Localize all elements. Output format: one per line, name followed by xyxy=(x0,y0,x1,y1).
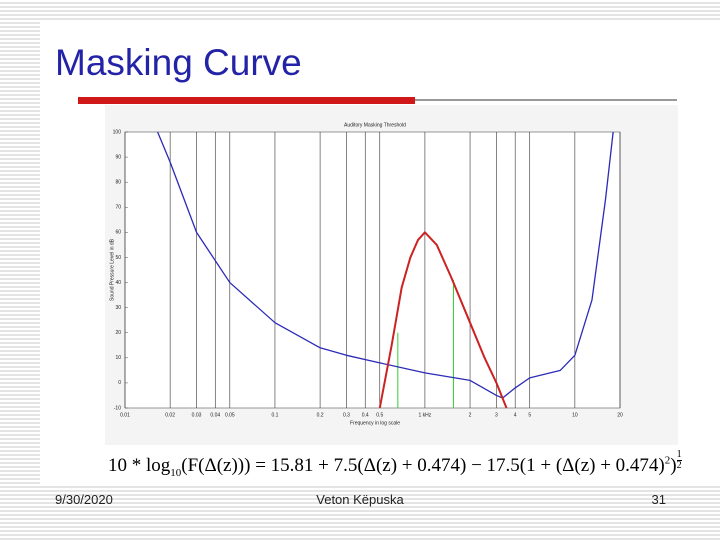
x-tick-label: 0.02 xyxy=(165,412,175,418)
y-tick-label: 30 xyxy=(115,305,121,311)
exp-den: 2 xyxy=(676,460,682,471)
x-tick-label: 0.1 xyxy=(271,412,278,418)
title-rule-gray xyxy=(415,99,677,101)
chart-title: Auditory Masking Threshold xyxy=(344,122,406,128)
x-tick-label: 0.01 xyxy=(120,412,130,418)
y-tick-label: -10 xyxy=(114,405,121,411)
y-tick-label: 80 xyxy=(115,180,121,186)
y-tick-label: 10 xyxy=(115,355,121,361)
x-tick-label: 0.05 xyxy=(225,412,235,418)
y-tick-label: 0 xyxy=(118,380,121,386)
x-tick-label: 20 xyxy=(617,412,623,418)
x-axis-label: Frequency in log scale xyxy=(350,420,400,426)
x-tick-label: 0.03 xyxy=(192,412,202,418)
x-tick-label: 10 xyxy=(572,412,578,418)
x-tick-label: 0.04 xyxy=(210,412,220,418)
x-tick-label: 5 xyxy=(528,412,531,418)
y-axis-label: Sound Pressure Level in dB xyxy=(109,238,115,301)
formula-text: (F(Δ(z))) = 15.81 + 7.5(Δ(z) + 0.474) − … xyxy=(181,455,665,476)
title-rule xyxy=(78,97,415,104)
chart: Auditory Masking Threshold Frequency in … xyxy=(105,105,678,445)
formula-sub: 10 xyxy=(170,466,182,479)
x-tick-label: 0.3 xyxy=(343,412,350,418)
exp-num: 1 xyxy=(676,449,682,461)
formula-sup: 2 xyxy=(664,454,671,467)
x-tick-label: 0.2 xyxy=(317,412,324,418)
footer-date: 9/30/2020 xyxy=(55,492,113,507)
formula-text: 10 * log xyxy=(108,455,171,476)
y-tick-label: 70 xyxy=(115,205,121,211)
slide-title: Masking Curve xyxy=(55,42,302,83)
line-series xyxy=(378,231,508,409)
x-tick-label: 1 kHz xyxy=(419,412,432,418)
plot-area xyxy=(124,131,621,409)
y-tick-label: 60 xyxy=(115,230,121,236)
x-tick-label: 2 xyxy=(469,412,472,418)
x-tick-label: 0.5 xyxy=(376,412,383,418)
line-series xyxy=(157,131,614,399)
formula-text: ) xyxy=(670,455,677,476)
y-tick-label: 90 xyxy=(115,154,121,160)
x-tick-label: 3 xyxy=(495,412,498,418)
x-tick-label: 4 xyxy=(514,412,517,418)
y-tick-label: 100 xyxy=(113,129,122,135)
footer-page: 31 xyxy=(651,492,666,507)
formula: 10 * log10(F(Δ(z))) = 15.81 + 7.5(Δ(z) +… xyxy=(108,450,682,479)
y-tick-label: 40 xyxy=(115,280,121,286)
footer-author: Veton Këpuska xyxy=(316,492,404,507)
y-tick-label: 20 xyxy=(115,330,121,336)
y-tick-label: 50 xyxy=(115,255,121,261)
x-tick-label: 0.4 xyxy=(362,412,369,418)
